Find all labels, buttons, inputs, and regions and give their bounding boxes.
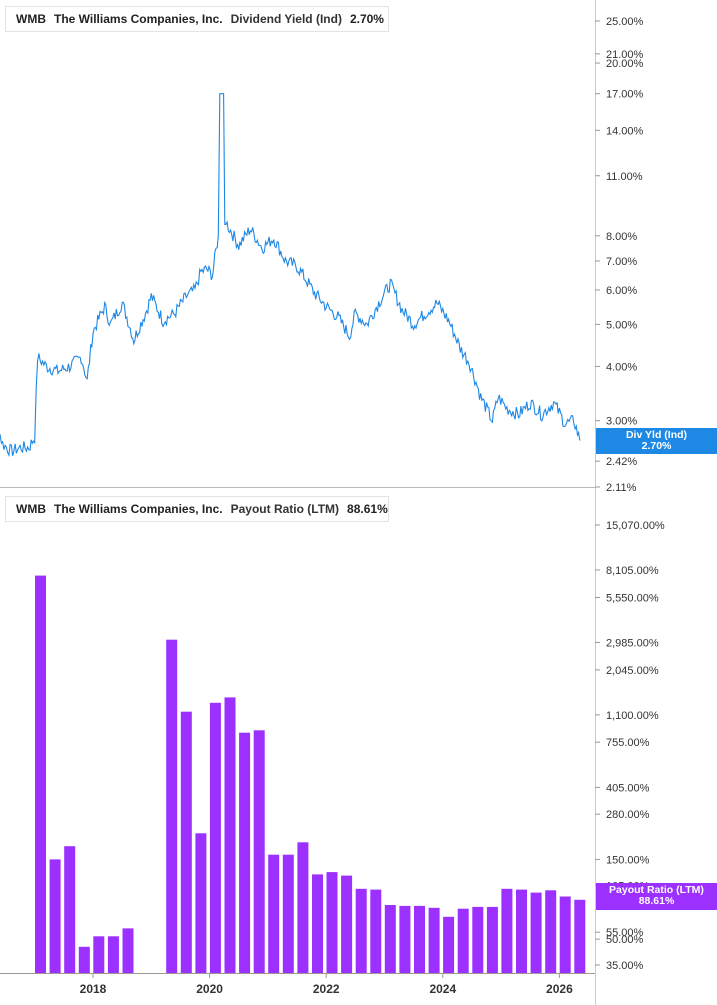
payout-bar	[195, 833, 207, 973]
payout-bar	[414, 905, 425, 973]
payout-tag-value: 88.61%	[638, 895, 675, 907]
legend-yield-company: The Williams Companies, Inc.	[54, 12, 223, 26]
yield-y-tick-label: 2.11%	[606, 482, 637, 494]
payout-bar	[428, 907, 440, 973]
grid	[0, 0, 596, 1005]
legend-payout-company: The Williams Companies, Inc.	[54, 502, 223, 516]
payout-bar	[312, 874, 323, 973]
x-axis: 2018 2020 2022 2024 2026	[80, 973, 573, 996]
payout-bar	[253, 730, 265, 973]
payout-bar	[457, 908, 469, 973]
payout-bar	[545, 890, 557, 973]
x-tick-label: 2024	[429, 982, 456, 996]
x-tick-label: 2026	[546, 982, 573, 996]
payout-value-tag: Payout Ratio (LTM) 88.61%	[596, 883, 717, 910]
payout-bar	[209, 702, 221, 973]
yield-y-tick-label: 8.00%	[606, 231, 637, 243]
payout-bar	[239, 732, 251, 973]
payout-bar	[180, 711, 192, 973]
legend-payout-ticker: WMB	[16, 502, 46, 516]
yield-y-tick-label: 14.00%	[606, 125, 644, 137]
x-tick-label: 2022	[313, 982, 340, 996]
yield-series-line	[0, 93, 581, 458]
payout-bars	[35, 575, 586, 973]
payout-bar	[78, 946, 90, 973]
payout-y-tick-label: 15,070.00%	[606, 520, 665, 532]
payout-bar	[93, 936, 105, 973]
payout-bar	[224, 697, 236, 973]
payout-y-tick-label: 1,100.00%	[606, 710, 659, 722]
payout-y-tick-label: 2,985.00%	[606, 637, 659, 649]
payout-y-tick-label: 8,105.00%	[606, 565, 659, 577]
yield-y-tick-label: 3.00%	[606, 416, 637, 428]
payout-y-tick-label: 755.00%	[606, 737, 650, 749]
payout-bar	[501, 888, 513, 973]
legend-payout: WMB The Williams Companies, Inc. Payout …	[5, 496, 389, 522]
payout-bar	[370, 889, 382, 973]
legend-payout-value: 88.61%	[347, 502, 388, 516]
legend-yield-metric: Dividend Yield (Ind)	[230, 12, 342, 26]
payout-bar	[574, 899, 586, 973]
payout-y-tick-label: 2,045.00%	[606, 665, 659, 677]
payout-bar	[35, 575, 46, 973]
payout-bar	[443, 916, 455, 973]
payout-bar	[384, 905, 396, 973]
legend-payout-metric: Payout Ratio (LTM)	[230, 502, 340, 516]
payout-bar	[399, 905, 411, 973]
payout-bar	[49, 859, 61, 973]
payout-bar	[472, 906, 484, 973]
legend-yield: WMB The Williams Companies, Inc. Dividen…	[5, 6, 389, 32]
payout-bar	[559, 896, 571, 973]
yield-y-tick-label: 25.00%	[606, 16, 644, 28]
payout-bar	[107, 936, 119, 973]
payout-y-tick-label: 5,550.00%	[606, 592, 659, 604]
x-tick-label: 2020	[196, 982, 223, 996]
payout-bar	[166, 639, 178, 973]
payout-y-tick-label: 280.00%	[606, 809, 650, 821]
payout-bar	[530, 892, 542, 973]
legend-yield-ticker: WMB	[16, 12, 46, 26]
payout-bar	[297, 842, 309, 973]
yield-y-tick-label: 2.42%	[606, 456, 637, 468]
payout-bar	[486, 906, 498, 973]
payout-bar	[122, 928, 134, 973]
legend-yield-value: 2.70%	[349, 12, 384, 26]
yield-y-tick-label: 21.00%	[606, 49, 644, 61]
payout-tag-label: Payout Ratio (LTM)	[609, 884, 704, 896]
payout-y-tick-label: 150.00%	[606, 854, 650, 866]
payout-y-tick-label: 405.00%	[606, 782, 650, 794]
yield-value-tag: Div Yld (Ind) 2.70%	[596, 428, 717, 454]
payout-bar	[64, 846, 76, 973]
payout-bar	[326, 872, 338, 973]
yield-y-axis: 25.00% 21.00%20.00% 17.00% 14.00% 11.00% 8.00…	[595, 16, 644, 494]
yield-y-tick-label: 11.00%	[606, 171, 643, 183]
payout-bar	[341, 875, 353, 973]
yield-y-tick-label: 17.00%	[606, 89, 644, 101]
payout-bar	[282, 854, 294, 973]
yield-y-tick-label: 5.00%	[606, 319, 637, 331]
payout-bar	[268, 854, 280, 973]
payout-y-tick-label: 35.00%	[606, 960, 644, 972]
payout-y-tick-label: 50.00%	[606, 934, 644, 946]
yield-tag-value: 2.70%	[641, 440, 672, 452]
x-tick-label: 2018	[80, 982, 107, 996]
yield-tag-label: Div Yld (Ind)	[625, 429, 688, 441]
payout-y-tick-label: 55.00%	[606, 927, 644, 939]
yield-y-tick-label: 6.00%	[606, 285, 637, 297]
payout-bar	[355, 888, 367, 973]
yield-y-tick-label: 4.00%	[606, 361, 637, 373]
yield-y-tick-label: 7.00%	[606, 256, 637, 268]
yield-y-tick-label: 20.00%	[606, 58, 644, 70]
payout-bar	[516, 889, 527, 973]
